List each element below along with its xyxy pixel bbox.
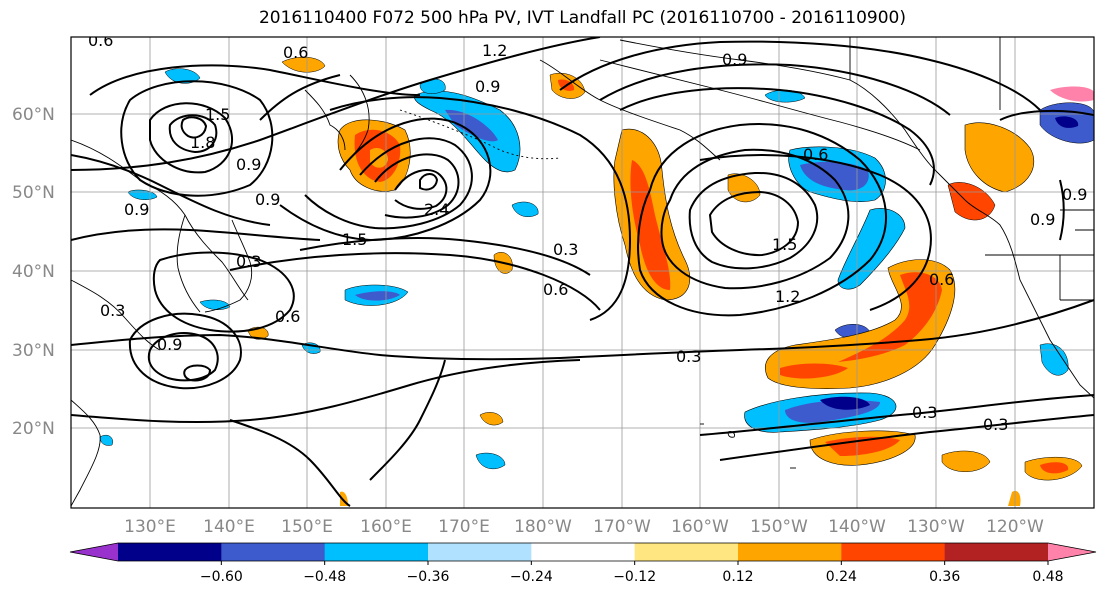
lat-label-40n: 40°N [12, 262, 55, 282]
contour-label: 1.5 [205, 105, 230, 124]
lon-label-180w: 180°W [514, 517, 572, 537]
contour-label: 0.6 [283, 43, 308, 62]
contour-label: 0.3 [983, 415, 1008, 434]
lon-label-150w: 150°W [750, 517, 808, 537]
pv-contours [71, 37, 1094, 507]
lon-label-130e: 130°E [124, 517, 176, 537]
colorbar-segment [221, 543, 326, 561]
colorbar-tick-label: −0.60 [200, 569, 243, 585]
colorbar-tick-label: 0.24 [826, 569, 857, 585]
lon-label-130w: 130°W [907, 517, 965, 537]
contour-label: 2.4 [424, 200, 449, 219]
contour-label: 0.9 [236, 155, 261, 174]
contour-label: 0.3 [912, 403, 937, 422]
lat-label-20n: 20°N [12, 419, 55, 439]
lon-label-120w: 120°W [986, 517, 1044, 537]
colorbar-segment [324, 543, 429, 561]
colorbar-segment [118, 543, 222, 561]
map-title: 2016110400 F072 500 hPa PV, IVT Landfall… [258, 8, 906, 28]
lon-label-150e: 150°E [281, 517, 333, 537]
contour-label: 0.6 [543, 280, 568, 299]
lon-label-160e: 160°E [360, 517, 412, 537]
lon-label-140w: 140°W [828, 517, 886, 537]
colorbar-outline [69, 542, 1097, 562]
contour-label: 1.2 [775, 287, 800, 306]
colorbar-tick-label: −0.12 [613, 569, 656, 585]
contour-label: 0.9 [124, 200, 149, 219]
map-content: 0.6 0.6 1.2 0.9 0.9 1.5 1.8 0.9 0.9 0.3 … [71, 31, 1094, 508]
colorbar-tick-label: −0.36 [407, 569, 450, 585]
contour-label: 0.9 [722, 50, 747, 69]
contour-label: 0.3 [236, 252, 261, 271]
latitude-labels: 60°N 50°N 40°N 30°N 20°N [12, 105, 55, 439]
contour-label: 0.9 [475, 77, 500, 96]
colorbar-segment [531, 543, 636, 561]
colorbar-tick-label: 0.48 [1032, 569, 1063, 585]
colorbar-extend-high [1048, 543, 1096, 561]
contour-label: 0.6 [88, 31, 113, 50]
contour-label: 0.6 [803, 145, 828, 164]
map-frame [70, 36, 1095, 509]
contour-label: 0.9 [157, 335, 182, 354]
colorbar-segment [634, 543, 739, 561]
contour-label: 0.6 [929, 270, 954, 289]
lon-label-140e: 140°E [203, 517, 255, 537]
lon-label-160w: 160°W [671, 517, 729, 537]
colorbar-tick-label: 0.12 [722, 569, 753, 585]
contour-label: 0.3 [100, 301, 125, 320]
lat-label-50n: 50°N [12, 183, 55, 203]
colorbar-segment [428, 543, 532, 561]
contour-label: 1.2 [482, 41, 507, 60]
contour-label: 0.6 [275, 307, 300, 326]
contour-label: 1.5 [772, 235, 797, 254]
contour-label: 1.8 [190, 133, 215, 152]
colorbar-extend-low [70, 543, 118, 561]
colorbar-segment [841, 543, 946, 561]
contour-label: 0.9 [1030, 210, 1055, 229]
lat-label-30n: 30°N [12, 341, 55, 361]
contour-label: 0.3 [553, 240, 578, 259]
longitude-labels: 130°E 140°E 150°E 160°E 170°E 180°W 170°… [124, 517, 1044, 537]
colorbar-tick-label: 0.36 [929, 569, 960, 585]
colorbar: −0.60 −0.48 −0.36 −0.24 −0.12 0.12 0.24 0.36 0.4… [69, 542, 1097, 585]
lat-label-60n: 60°N [12, 105, 55, 125]
contour-label: 0.3 [676, 347, 701, 366]
colorbar-segment [738, 543, 842, 561]
colorbar-tick-label: −0.24 [510, 569, 553, 585]
colorbar-segment [944, 543, 1049, 561]
colorbar-tick-label: −0.48 [303, 569, 346, 585]
contour-label: 0.9 [1062, 185, 1087, 204]
lon-label-170w: 170°W [593, 517, 651, 537]
contour-labels: 0.6 0.6 1.2 0.9 0.9 1.5 1.8 0.9 0.9 0.3 … [88, 31, 1087, 434]
contour-label: 0.9 [255, 190, 280, 209]
contour-label: 1.5 [342, 230, 367, 249]
lon-label-170e: 170°E [438, 517, 490, 537]
